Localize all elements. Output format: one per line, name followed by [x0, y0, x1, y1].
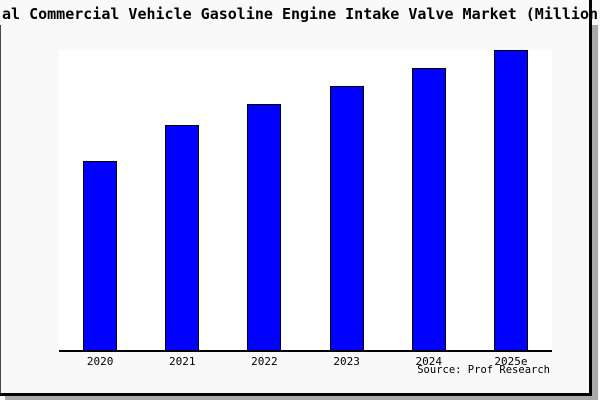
figure-border-bottom [0, 393, 592, 396]
bar-2025e [494, 50, 528, 351]
x-axis-line [59, 350, 552, 352]
figure-border-left [0, 25, 1, 393]
figure-shadow-bottom [5, 396, 598, 400]
bar-2023 [330, 86, 364, 351]
x-tick-label-2025e: 2025e [494, 355, 528, 368]
figure-border-right [589, 0, 592, 396]
bar-2024 [412, 68, 446, 351]
chart-title: al Commercial Vehicle Gasoline Engine In… [1, 5, 599, 23]
source-credit: Source: Prof Research [417, 364, 550, 376]
x-tick-label-2024: 2024 [415, 355, 443, 368]
x-tick-label-2020: 2020 [86, 355, 114, 368]
bar-2022 [247, 104, 281, 351]
bar-2020 [83, 161, 117, 351]
x-tick-label-2021: 2021 [169, 355, 196, 368]
x-tick-label-2022: 2022 [251, 355, 278, 368]
figure-shadow-right [592, 25, 598, 400]
bar-2021 [165, 125, 199, 351]
plot-area [59, 50, 552, 351]
x-tick-label-2023: 2023 [333, 355, 360, 368]
